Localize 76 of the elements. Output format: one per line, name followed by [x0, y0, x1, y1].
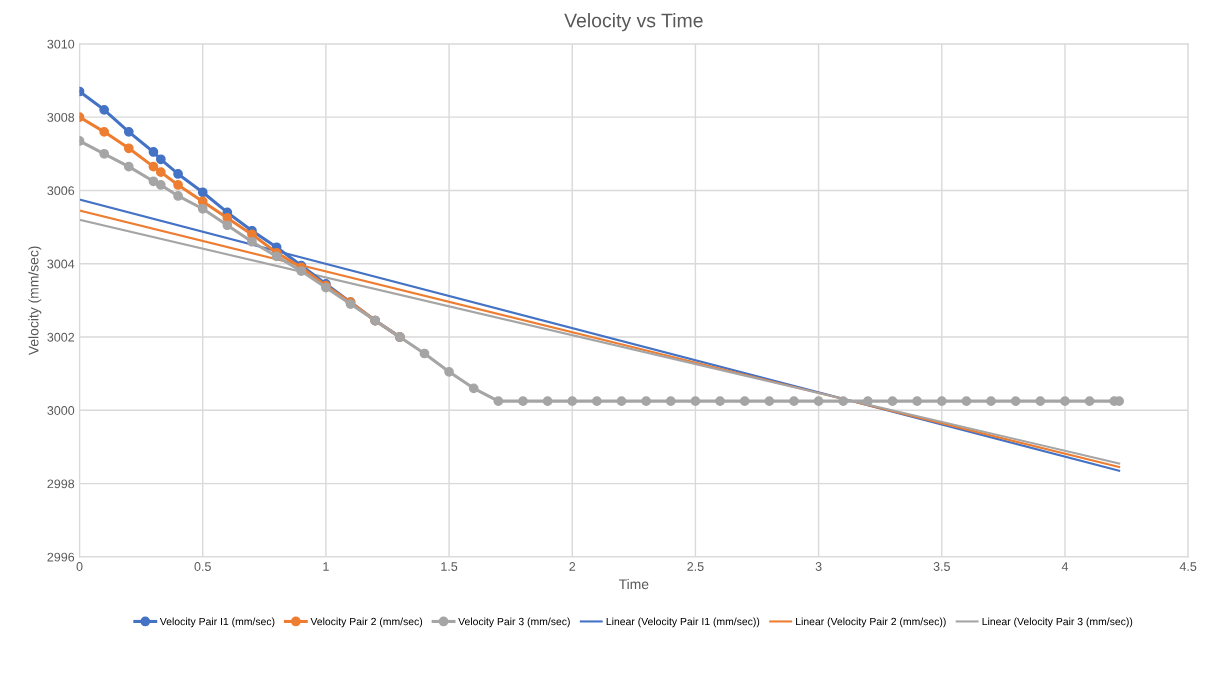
point: [1084, 396, 1095, 407]
point: [961, 396, 972, 407]
point: [296, 266, 307, 276]
point: [148, 147, 159, 157]
x-tick-label: 1: [323, 562, 329, 571]
point: [271, 251, 282, 262]
point: [813, 396, 824, 407]
x-tick-label: 1.5: [441, 562, 458, 571]
point: [887, 396, 898, 407]
point: [739, 396, 750, 407]
point: [1060, 396, 1070, 407]
point: [690, 396, 701, 407]
y-tick-label: 2998: [47, 479, 75, 489]
point: [1010, 396, 1021, 407]
point: [518, 396, 528, 407]
point: [123, 143, 134, 154]
point: [419, 348, 430, 359]
point: [592, 396, 602, 407]
point: [936, 396, 947, 407]
point: [155, 167, 166, 177]
y-tick-label: 3006: [47, 186, 75, 196]
y-tick-label: 3004: [47, 259, 75, 269]
point: [468, 383, 479, 394]
y-tick-label: 3010: [47, 39, 75, 49]
point: [986, 396, 996, 407]
point: [641, 396, 652, 407]
x-tick-label: 2.5: [687, 562, 704, 571]
point: [173, 169, 183, 179]
point: [715, 396, 725, 407]
chart-title: Velocity vs Time: [564, 13, 703, 32]
point: [493, 396, 504, 407]
point: [567, 396, 578, 407]
point: [863, 396, 873, 407]
point: [912, 396, 923, 407]
y-tick-label: 3000: [47, 406, 75, 415]
y-axis-title: Velocity (mm/sec): [28, 246, 42, 356]
point: [789, 396, 799, 407]
point: [173, 180, 183, 190]
y-tick-label: 3002: [47, 332, 75, 342]
point: [123, 161, 134, 172]
point: [247, 236, 257, 247]
legend-label: Linear (Velocity Pair 3 (mm/sec)): [982, 617, 1133, 628]
point: [123, 126, 134, 137]
y-tick-label: 2996: [47, 552, 75, 562]
point: [99, 148, 110, 159]
x-tick-label: 3.5: [933, 562, 950, 571]
y-tick-label: 3008: [47, 112, 75, 122]
point: [665, 396, 676, 407]
point: [542, 396, 553, 407]
point: [222, 220, 233, 231]
x-tick-label: 4: [1061, 562, 1069, 571]
point: [197, 187, 208, 198]
point: [155, 180, 166, 190]
x-tick-label: 2: [569, 562, 576, 571]
x-tick-label: 0.5: [194, 562, 211, 571]
legend-label: Velocity Pair 2 (mm/sec): [310, 617, 423, 628]
point: [616, 396, 627, 407]
point: [155, 154, 166, 165]
point: [99, 126, 110, 137]
point: [838, 396, 849, 407]
point: [148, 161, 159, 172]
x-axis-title: Time: [618, 578, 649, 590]
x-tick-label: 3: [815, 562, 822, 571]
legend-label: Velocity Pair 3 (mm/sec): [458, 617, 570, 628]
point: [173, 191, 183, 201]
point: [197, 203, 208, 214]
point: [148, 176, 159, 187]
x-tick-label: 0: [76, 562, 83, 571]
legend-label: Linear (Velocity Pair 2 (mm/sec)): [796, 617, 946, 628]
legend-label: Velocity Pair I1 (mm/sec): [159, 617, 275, 628]
point: [444, 366, 454, 377]
x-tick-label: 4.5: [1179, 562, 1197, 571]
point: [764, 396, 775, 407]
point: [99, 104, 110, 115]
legend-label: Linear (Velocity Pair I1 (mm/sec)): [606, 617, 760, 628]
point: [1035, 396, 1046, 407]
